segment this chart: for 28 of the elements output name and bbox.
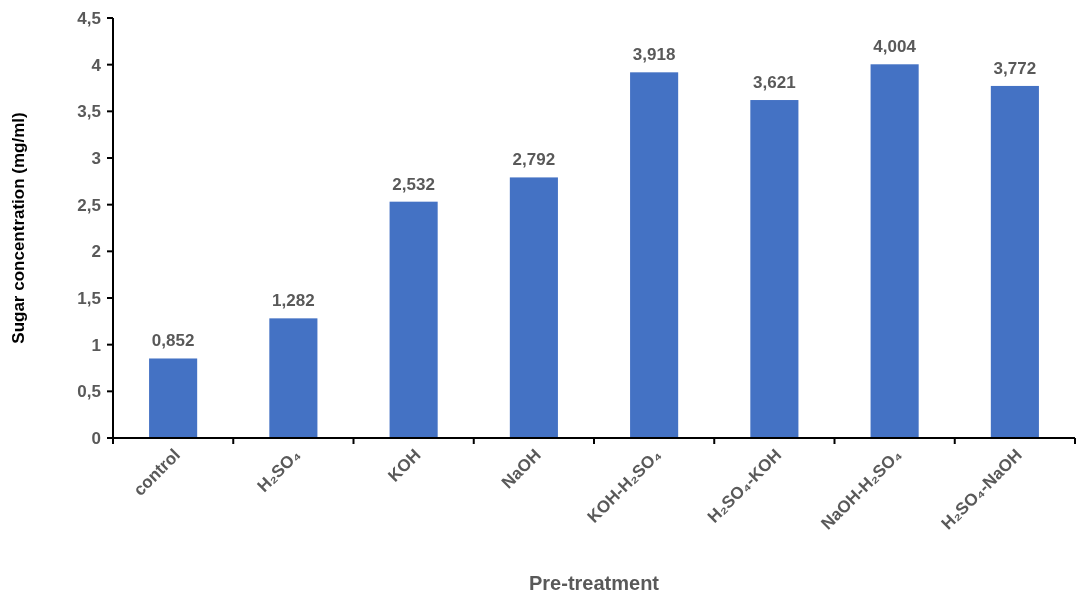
x-axis-title: Pre-treatment (528, 572, 660, 594)
data-label: 2,532 (392, 174, 435, 194)
bar (389, 201, 438, 438)
y-tick-label: 0 (91, 428, 101, 448)
y-tick-label: 4,5 (77, 8, 101, 28)
y-tick-label: 2,5 (77, 195, 101, 215)
y-tick-label: 1,5 (77, 288, 101, 308)
data-label: 2,792 (512, 150, 556, 170)
data-label: 3,772 (993, 58, 1037, 78)
y-tick-label: 0,5 (77, 382, 101, 402)
bar (870, 64, 919, 438)
bar (630, 72, 679, 438)
data-label: 3,918 (632, 45, 676, 65)
data-label: 4,004 (873, 37, 917, 57)
bar (750, 100, 799, 438)
bar (269, 318, 318, 438)
y-tick-label: 3,5 (77, 102, 101, 122)
y-tick-label: 1 (91, 335, 101, 355)
data-label: 0,852 (151, 331, 195, 351)
bar (149, 358, 198, 438)
bar (509, 177, 558, 438)
bar (990, 85, 1039, 438)
data-label: 3,621 (753, 73, 796, 93)
data-label: 1,282 (272, 291, 315, 311)
y-tick-label: 2 (91, 242, 101, 262)
y-axis-title: Sugar concentration (mg/ml) (9, 112, 28, 344)
y-tick-label: 4 (91, 55, 102, 75)
y-tick-label: 3 (91, 148, 101, 168)
